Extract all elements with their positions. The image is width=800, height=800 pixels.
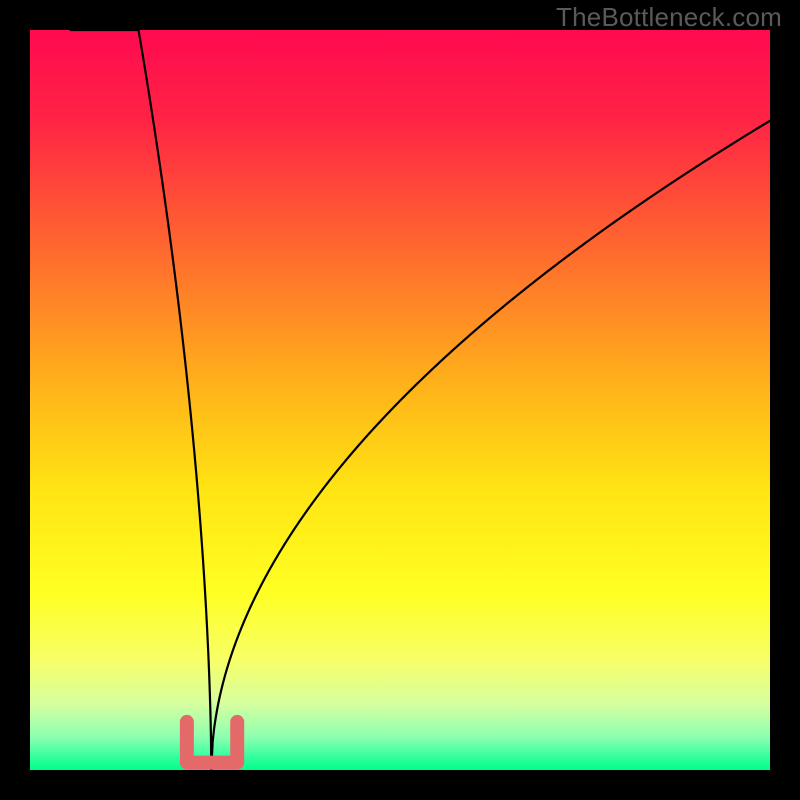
watermark-text: TheBottleneck.com <box>556 2 782 33</box>
plot-area <box>30 30 770 770</box>
chart-svg <box>30 30 770 770</box>
chart-frame: TheBottleneck.com <box>0 0 800 800</box>
